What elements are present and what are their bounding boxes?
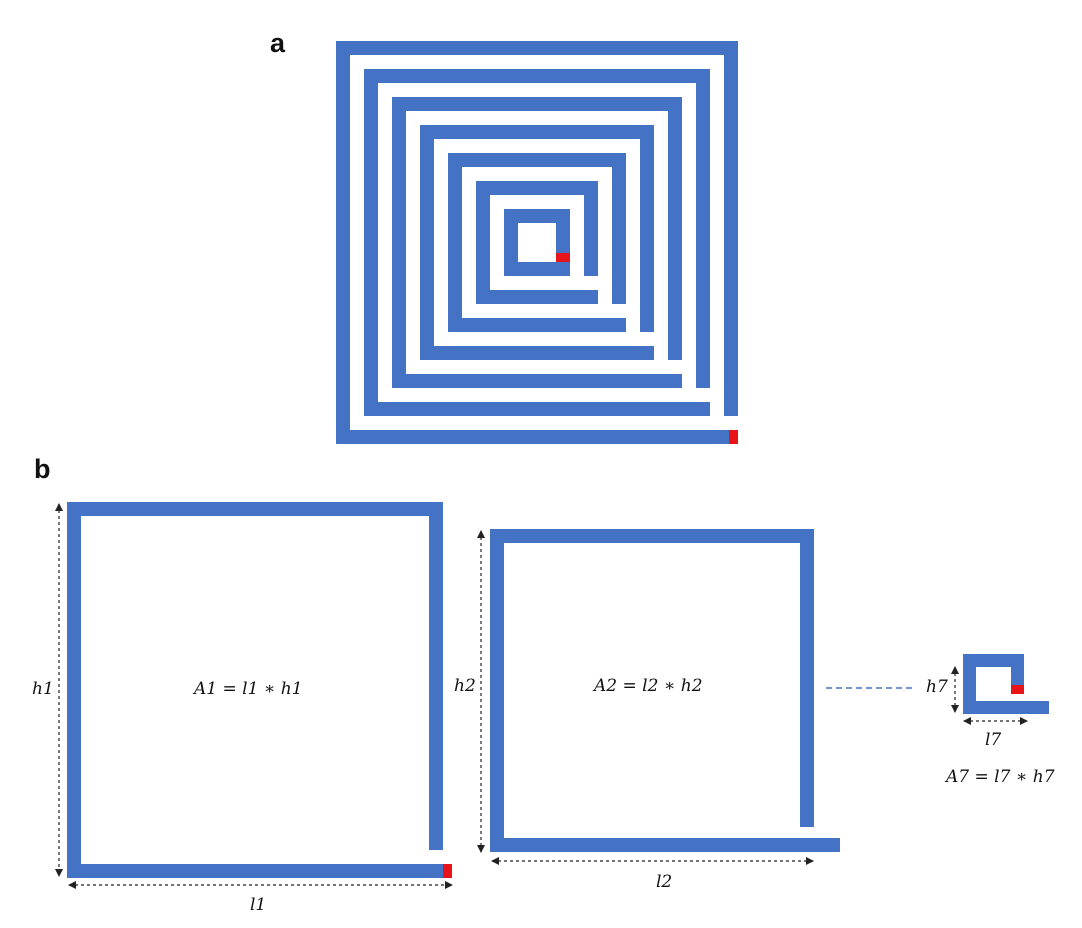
spiral-segment-13 bbox=[420, 346, 654, 360]
panel-b-label: b bbox=[34, 454, 51, 484]
turn-7-right-segment bbox=[1011, 654, 1024, 685]
turn-2-height-label: h2 bbox=[454, 676, 476, 696]
spiral-segment-15 bbox=[420, 125, 654, 139]
spiral-segment-12 bbox=[668, 97, 682, 360]
spiral-segment-17 bbox=[448, 318, 626, 332]
turn-2-left-segment bbox=[490, 529, 504, 852]
turn-1-bottom-segment bbox=[67, 864, 452, 878]
turn-2-right-segment bbox=[800, 529, 814, 827]
turn-1-right-segment bbox=[429, 502, 443, 850]
spiral-segment-27 bbox=[504, 209, 570, 223]
spiral-segment-19 bbox=[448, 153, 626, 167]
turn-1-terminal bbox=[443, 864, 452, 878]
turn-1-left-segment bbox=[67, 502, 81, 878]
spiral-segment-6 bbox=[364, 69, 378, 416]
spiral-segment-14 bbox=[420, 125, 434, 360]
turn-2-length-label: l2 bbox=[656, 872, 672, 892]
turn-1-area-formula: A1 = l1 ∗ h1 bbox=[192, 679, 303, 699]
spiral-segment-11 bbox=[392, 97, 682, 111]
turn-1-loop bbox=[67, 502, 452, 878]
turn-2-bottom-segment bbox=[490, 838, 840, 852]
turn-2-loop bbox=[490, 529, 840, 852]
spiral-segment-21 bbox=[476, 290, 598, 304]
spiral-segment-24 bbox=[584, 181, 598, 276]
spiral-segment-18 bbox=[448, 153, 462, 332]
turn-2-area-formula: A2 = l2 ∗ h2 bbox=[592, 676, 703, 696]
spiral-segment-2 bbox=[336, 41, 350, 444]
spiral-segment-1 bbox=[336, 430, 738, 444]
spiral-segment-25 bbox=[504, 262, 570, 276]
turn-7-height-label: h7 bbox=[926, 677, 948, 697]
spiral-segment-28 bbox=[556, 209, 570, 262]
turn-7-loop bbox=[963, 654, 1049, 714]
turn-2-top-segment bbox=[490, 529, 814, 543]
spiral-segment-23 bbox=[476, 181, 598, 195]
spiral-segment-3 bbox=[336, 41, 738, 55]
spiral-segment-7 bbox=[364, 69, 710, 83]
turn-7-left-segment bbox=[963, 654, 976, 714]
spiral-segment-8 bbox=[696, 69, 710, 388]
spiral-segment-4 bbox=[724, 41, 738, 416]
turn-1-length-label: l1 bbox=[250, 895, 266, 915]
spiral-segment-26 bbox=[504, 209, 518, 276]
turn-1-top-segment bbox=[67, 502, 443, 516]
spiral-segment-22 bbox=[476, 181, 490, 304]
turn-7-area-formula: A7 = l7 ∗ h7 bbox=[944, 767, 1055, 787]
spiral-segment-5 bbox=[364, 402, 710, 416]
spiral-segment-16 bbox=[640, 125, 654, 332]
turn-7-length-label: l7 bbox=[985, 730, 1001, 750]
spiral-outer-terminal bbox=[729, 430, 738, 444]
panel-a-label: a bbox=[270, 28, 286, 58]
spiral-segment-10 bbox=[392, 97, 406, 388]
turn-7-terminal bbox=[1011, 685, 1024, 694]
square-spiral-coil bbox=[336, 41, 738, 444]
turn-7-bottom-segment bbox=[963, 701, 1049, 714]
spiral-segment-20 bbox=[612, 153, 626, 304]
spiral-segment-9 bbox=[392, 374, 682, 388]
turn-1-height-label: h1 bbox=[32, 679, 54, 699]
spiral-inner-terminal bbox=[556, 253, 570, 262]
turn-7-top-segment bbox=[963, 654, 1024, 667]
